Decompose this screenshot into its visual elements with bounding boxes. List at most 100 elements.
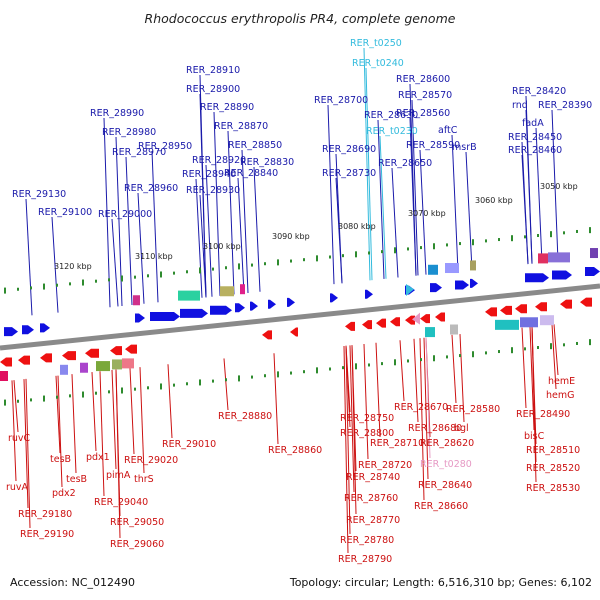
reverse-gene-labels: RER_28880RER_28860RER_28750RER_28800RER_… [6, 376, 580, 565]
forward-leader-line [205, 164, 213, 297]
forward-gene-arrow [150, 312, 180, 321]
reverse-gene-arrow [18, 355, 30, 365]
tick-mark-forward [238, 263, 240, 270]
tick-mark-forward [342, 254, 344, 258]
reverse-gene-block [80, 362, 88, 373]
reverse-gene-arrow [515, 304, 527, 314]
tick-mark-forward [95, 279, 97, 283]
topology-text: Topology: circular; Length: 6,516,310 bp… [289, 576, 592, 589]
reverse-gene-arrow [485, 307, 497, 317]
reverse-leader-line [99, 371, 105, 497]
tick-mark-forward [30, 286, 32, 290]
tick-mark-reverse [212, 379, 214, 383]
tick-mark-reverse [433, 355, 435, 362]
tick-mark-forward [82, 279, 84, 286]
tick-mark-reverse [160, 383, 162, 390]
tick-mark-reverse [498, 350, 500, 354]
tick-mark-forward [537, 234, 539, 238]
reverse-gene-label: RER_28660 [414, 501, 468, 512]
forward-gene-arrow [250, 301, 258, 311]
forward-gene-arrow [4, 327, 18, 337]
reverse-gene-arrow [500, 305, 512, 315]
reverse-leader-line [91, 372, 97, 452]
forward-gene-label: RER_28870 [214, 121, 268, 132]
reverse-gene-block [495, 319, 519, 330]
reverse-gene-label: tesB [66, 474, 87, 485]
tick-mark-forward [394, 247, 396, 254]
tick-mark-reverse [355, 363, 357, 370]
forward-gene-label: RER_28940 [182, 169, 236, 180]
tick-mark-forward [251, 263, 253, 267]
reverse-gene-arrow [85, 348, 99, 358]
reverse-gene-label: pdx2 [52, 488, 76, 499]
reverse-gene-label: bisC [524, 431, 545, 442]
tick-mark-forward [17, 287, 19, 291]
reverse-leader-line [273, 353, 279, 445]
tick-mark-forward [524, 235, 526, 239]
forward-leader-line [137, 192, 145, 304]
tick-mark-forward [563, 231, 565, 235]
tick-mark-forward [316, 255, 318, 262]
reverse-gene-block [96, 361, 110, 372]
forward-gene-labels: RER_28910 RER_28900 RER_28890 RER_28870 RER_… [12, 38, 592, 220]
reverse-leader-line [451, 334, 457, 404]
reverse-gene-block [450, 324, 458, 335]
forward-gene-label: fadA [522, 118, 544, 129]
forward-gene-arrow [525, 273, 549, 283]
tick-mark-forward [446, 243, 448, 247]
tick-mark-reverse [407, 359, 409, 363]
forward-gene-label: RER_t0230 [366, 126, 418, 137]
tick-mark-reverse [277, 371, 279, 378]
forward-gene-label: RER_28730 [322, 168, 376, 179]
reverse-leader-line [349, 345, 355, 493]
forward-gene-block [470, 260, 476, 271]
forward-leader-line [379, 135, 387, 279]
reverse-leader-line [425, 337, 431, 459]
forward-gene-label: RER_28630 [364, 110, 418, 121]
tick-mark-reverse [290, 371, 292, 375]
reverse-gene-block [60, 364, 68, 375]
reverse-gene-label: RER_28710 [370, 438, 424, 449]
reverse-gene-block [112, 359, 122, 370]
tick-mark-forward [121, 275, 123, 282]
tick-mark-forward [329, 255, 331, 259]
reverse-gene-label: RER_28790 [338, 554, 392, 565]
reverse-leader-line [115, 369, 121, 539]
forward-gene-label: RER_28840 [224, 168, 278, 179]
tick-mark-forward [108, 278, 110, 282]
forward-leader-line [411, 99, 419, 276]
reverse-leader-line [25, 378, 31, 529]
tick-mark-forward [56, 283, 58, 287]
kbp-tick-label: 3090 kbp [272, 232, 310, 241]
kbp-tick-label: 3080 kbp [338, 222, 376, 231]
tick-mark-forward [589, 227, 591, 234]
reverse-gene-label: RER_29060 [110, 539, 164, 550]
reverse-gene-arrow [40, 353, 52, 363]
tick-mark-forward [407, 247, 409, 251]
forward-gene-label: RER_28850 [228, 140, 282, 151]
tick-mark-forward [186, 270, 188, 274]
reverse-leader-line [363, 343, 369, 460]
forward-leader-line [213, 111, 221, 296]
forward-gene-block [178, 290, 200, 301]
reverse-leader-line [553, 324, 559, 376]
backbone-line [0, 283, 600, 351]
reverse-leader-line [55, 375, 61, 454]
forward-leader-line [551, 109, 559, 261]
kbp-tick-label: 3120 kbp [54, 262, 92, 271]
reverse-gene-label: ruvA [6, 482, 29, 493]
reverse-gene-arrow [580, 297, 592, 307]
forward-gene-label: RER_28650 [378, 158, 432, 169]
tick-mark-forward [134, 275, 136, 279]
reverse-gene-arrow [535, 302, 547, 312]
forward-gene-label: RER_28390 [538, 100, 592, 111]
reverse-gene-label: RER_28760 [344, 493, 398, 504]
tick-mark-forward [420, 246, 422, 250]
reverse-leader-line [521, 327, 527, 409]
forward-leader-line [365, 67, 373, 281]
reverse-gene-label: RER_28520 [526, 463, 580, 474]
forward-leader-line [253, 166, 261, 292]
forward-gene-label: RER_28890 [200, 102, 254, 113]
tick-mark-reverse [43, 395, 45, 402]
tick-mark-reverse [251, 375, 253, 379]
